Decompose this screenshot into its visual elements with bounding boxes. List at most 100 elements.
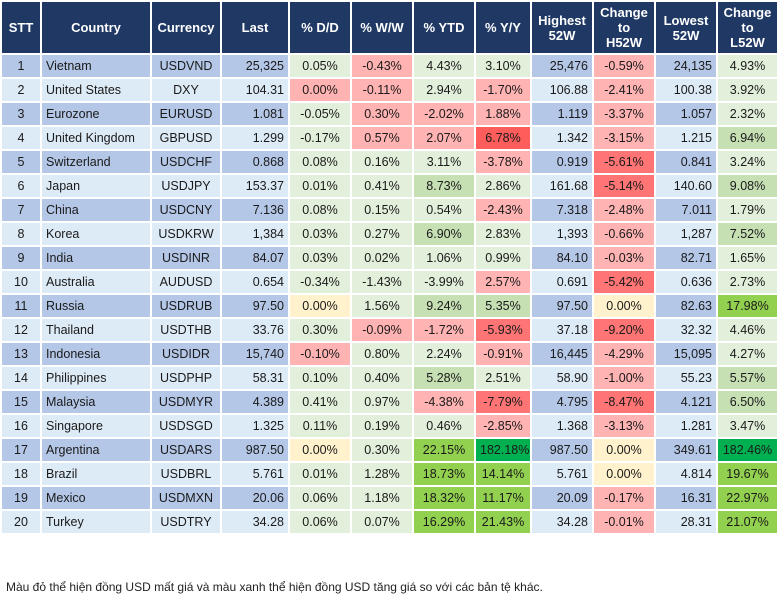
currency-cell: USDPHP <box>150 365 222 391</box>
table-row[interactable]: 7 China USDCNY 7.136 0.08% 0.15% 0.54% -2.43% 7.… <box>0 197 777 223</box>
pct-dd-cell: -0.17% <box>288 125 352 151</box>
lowest-52w-cell: 349.61 <box>654 437 718 463</box>
change-to-h52w-cell: -3.15% <box>592 125 656 151</box>
table-row[interactable]: 13 Indonesia USDIDR 15,740 -0.10% 0.80% 2.24% -… <box>0 341 777 367</box>
pct-yy-cell: -1.70% <box>474 77 532 103</box>
table-row[interactable]: 5 Switzerland USDCHF 0.868 0.08% 0.16% 3.11% -3… <box>0 149 777 175</box>
column-header-lowest-52w[interactable]: Lowest 52W <box>654 0 718 55</box>
lowest-52w-cell: 32.32 <box>654 317 718 343</box>
table-row[interactable]: 8 Korea USDKRW 1,384 0.03% 0.27% 6.90% 2.83% 1,3… <box>0 221 777 247</box>
stt-cell: 18 <box>0 461 42 487</box>
table-header: STT Country Currency Last% D/D% W/W% YTD% Y… <box>0 0 777 55</box>
change-to-l52w-cell: 2.73% <box>716 269 777 295</box>
table-row[interactable]: 2 United States DXY 104.31 0.00% -0.11% 2.94% -… <box>0 77 777 103</box>
country-cell: Australia <box>40 269 152 295</box>
stt-cell: 15 <box>0 389 42 415</box>
change-to-l52w-cell: 3.47% <box>716 413 777 439</box>
currency-cell: EURUSD <box>150 101 222 127</box>
pct-ytd-cell: 22.15% <box>412 437 476 463</box>
last-price-cell: 5.761 <box>220 461 290 487</box>
column-header-currency[interactable]: Currency <box>150 0 222 55</box>
currency-cell: USDJPY <box>150 173 222 199</box>
change-to-h52w-cell: 0.00% <box>592 461 656 487</box>
table-row[interactable]: 15 Malaysia USDMYR 4.389 0.41% 0.97% -4.38% -7.… <box>0 389 777 415</box>
last-price-cell: 1,384 <box>220 221 290 247</box>
lowest-52w-cell: 55.23 <box>654 365 718 391</box>
pct-ww-cell: 0.97% <box>350 389 414 415</box>
table-row[interactable]: 6 Japan USDJPY 153.37 0.01% 0.41% 8.73% 2.86% 16… <box>0 173 777 199</box>
lowest-52w-cell: 4.121 <box>654 389 718 415</box>
pct-yy-cell: 2.83% <box>474 221 532 247</box>
table-row[interactable]: 4 United Kingdom GBPUSD 1.299 -0.17% 0.57% 2.0… <box>0 125 777 151</box>
stt-cell: 12 <box>0 317 42 343</box>
change-to-l52w-cell: 9.08% <box>716 173 777 199</box>
pct-ytd-cell: 9.24% <box>412 293 476 319</box>
change-to-l52w-cell: 3.24% <box>716 149 777 175</box>
column-header-pct-yy[interactable]: % Y/Y <box>474 0 532 55</box>
stt-cell: 4 <box>0 125 42 151</box>
table-row[interactable]: 10 Australia AUDUSD 0.654 -0.34% -1.43% -3.99%… <box>0 269 777 295</box>
lowest-52w-cell: 15,095 <box>654 341 718 367</box>
currency-cell: USDRUB <box>150 293 222 319</box>
table-row[interactable]: 17 Argentina USDARS 987.50 0.00% 0.30% 22.15% 1… <box>0 437 777 463</box>
column-header-highest-52w[interactable]: Highest 52W <box>530 0 594 55</box>
pct-ww-cell: 0.27% <box>350 221 414 247</box>
lowest-52w-cell: 4.814 <box>654 461 718 487</box>
country-cell: Korea <box>40 221 152 247</box>
last-price-cell: 0.654 <box>220 269 290 295</box>
highest-52w-cell: 1,393 <box>530 221 594 247</box>
lowest-52w-cell: 1.281 <box>654 413 718 439</box>
last-price-cell: 4.389 <box>220 389 290 415</box>
highest-52w-cell: 16,445 <box>530 341 594 367</box>
last-price-cell: 153.37 <box>220 173 290 199</box>
column-header-change-to-l52w[interactable]: Change to L52W <box>716 0 777 55</box>
column-header-pct-dd[interactable]: % D/D <box>288 0 352 55</box>
pct-ww-cell: 0.19% <box>350 413 414 439</box>
pct-ytd-cell: 1.06% <box>412 245 476 271</box>
pct-ww-cell: -0.11% <box>350 77 414 103</box>
currency-cell: USDCNY <box>150 197 222 223</box>
country-cell: Vietnam <box>40 53 152 79</box>
table-row[interactable]: 20 Turkey USDTRY 34.28 0.06% 0.07% 16.29% 21.43… <box>0 509 777 535</box>
lowest-52w-cell: 0.841 <box>654 149 718 175</box>
column-header-last[interactable]: Last <box>220 0 290 55</box>
table-row[interactable]: 18 Brazil USDBRL 5.761 0.01% 1.28% 18.73% 14.14… <box>0 461 777 487</box>
table-row[interactable]: 11 Russia USDRUB 97.50 0.00% 1.56% 9.24% 5.35% 9… <box>0 293 777 319</box>
pct-ww-cell: 0.40% <box>350 365 414 391</box>
stt-cell: 17 <box>0 437 42 463</box>
change-to-l52w-cell: 21.07% <box>716 509 777 535</box>
table-row[interactable]: 14 Philippines USDPHP 58.31 0.10% 0.40% 5.28% 2… <box>0 365 777 391</box>
country-cell: Indonesia <box>40 341 152 367</box>
column-header-pct-ww[interactable]: % W/W <box>350 0 414 55</box>
change-to-h52w-cell: -2.41% <box>592 77 656 103</box>
pct-ytd-cell: 6.90% <box>412 221 476 247</box>
column-header-stt[interactable]: STT <box>0 0 42 55</box>
pct-yy-cell: 6.78% <box>474 125 532 151</box>
country-cell: United States <box>40 77 152 103</box>
pct-yy-cell: 2.86% <box>474 173 532 199</box>
table-row[interactable]: 16 Singapore USDSGD 1.325 0.11% 0.19% 0.46% -2.… <box>0 413 777 439</box>
pct-yy-cell: -0.91% <box>474 341 532 367</box>
highest-52w-cell: 0.919 <box>530 149 594 175</box>
pct-ww-cell: 0.02% <box>350 245 414 271</box>
pct-ytd-cell: 18.32% <box>412 485 476 511</box>
table-row[interactable]: 19 Mexico USDMXN 20.06 0.06% 1.18% 18.32% 11.17… <box>0 485 777 511</box>
change-to-h52w-cell: -9.20% <box>592 317 656 343</box>
pct-ytd-cell: 8.73% <box>412 173 476 199</box>
column-header-pct-ytd[interactable]: % YTD <box>412 0 476 55</box>
table-row[interactable]: 3 Eurozone EURUSD 1.081 -0.05% 0.30% -2.02% 1.8… <box>0 101 777 127</box>
highest-52w-cell: 0.691 <box>530 269 594 295</box>
column-header-country[interactable]: Country <box>40 0 152 55</box>
table-row[interactable]: 12 Thailand USDTHB 33.76 0.30% -0.09% -1.72% -5… <box>0 317 777 343</box>
table-row[interactable]: 9 India USDINR 84.07 0.03% 0.02% 1.06% 0.99% 84.… <box>0 245 777 271</box>
table-row[interactable]: 1 Vietnam USDVND 25,325 0.05% -0.43% 4.43% 3.10… <box>0 53 777 79</box>
stt-cell: 8 <box>0 221 42 247</box>
pct-dd-cell: 0.00% <box>288 293 352 319</box>
change-to-h52w-cell: -5.42% <box>592 269 656 295</box>
pct-yy-cell: 3.10% <box>474 53 532 79</box>
highest-52w-cell: 58.90 <box>530 365 594 391</box>
column-header-change-to-h52w[interactable]: Change to H52W <box>592 0 656 55</box>
lowest-52w-cell: 0.636 <box>654 269 718 295</box>
last-price-cell: 987.50 <box>220 437 290 463</box>
pct-dd-cell: 0.01% <box>288 461 352 487</box>
